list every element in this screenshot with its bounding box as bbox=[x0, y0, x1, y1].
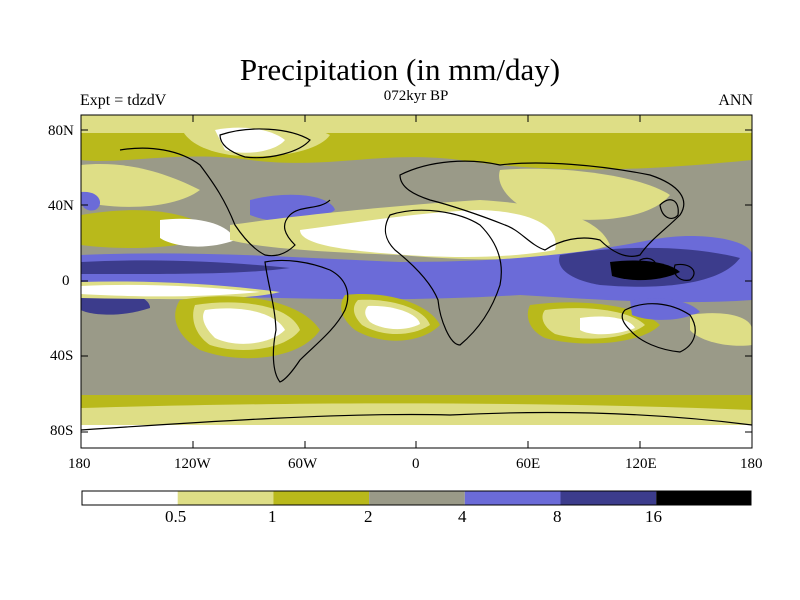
field-itcz-wetter-pacific bbox=[81, 260, 290, 275]
coastlines bbox=[80, 128, 753, 431]
lat-label-40n: 40N bbox=[48, 198, 74, 214]
coast-africa bbox=[384, 209, 502, 346]
coast-eurasia bbox=[399, 160, 685, 257]
colorbar-swatch-2 bbox=[273, 491, 370, 505]
lon-label-120e: 120E bbox=[625, 456, 657, 472]
field-satl-dry bbox=[365, 305, 420, 330]
field-sepac-dry bbox=[203, 308, 285, 344]
map-title: Precipitation (in mm/day) bbox=[239, 52, 561, 87]
experiment-label: Expt = tdzdV bbox=[80, 92, 167, 109]
coast-north-america bbox=[119, 147, 331, 257]
colorbar-swatch-6 bbox=[656, 491, 751, 505]
coast-australia bbox=[621, 303, 696, 353]
coast-new-guinea bbox=[673, 263, 695, 281]
colorbar-swatch-1 bbox=[177, 491, 274, 505]
colorbar-label-5: 16 bbox=[645, 507, 662, 526]
coast-greenland bbox=[219, 128, 311, 159]
colorbar-swatch-4 bbox=[464, 491, 561, 505]
colorbar-label-2: 2 bbox=[364, 507, 373, 526]
colorbar-label-0: 0.5 bbox=[165, 507, 187, 526]
lon-label-180w: 180 bbox=[68, 456, 91, 472]
colorbar-swatch-3 bbox=[369, 491, 465, 505]
coast-antarctica bbox=[80, 411, 753, 431]
field-sio-dry bbox=[580, 316, 635, 335]
lon-label-120w: 120W bbox=[174, 456, 211, 472]
lat-ticks bbox=[81, 129, 752, 433]
coast-japan bbox=[659, 199, 679, 219]
field-npac-low bbox=[81, 164, 200, 207]
field-antarctic-dry bbox=[81, 425, 752, 448]
lat-label-equator: 0 bbox=[62, 273, 70, 289]
field-npac-dry bbox=[160, 218, 235, 247]
colorbar-label-4: 8 bbox=[553, 507, 562, 526]
colorbar-label-3: 4 bbox=[458, 507, 467, 526]
field-equatorial-dry bbox=[81, 284, 260, 297]
lat-label-80s: 80S bbox=[50, 423, 74, 439]
lon-label-180e: 180 bbox=[740, 456, 763, 472]
colorbar-frame bbox=[81, 490, 752, 506]
lat-label-80n: 80N bbox=[48, 123, 74, 139]
season-label: ANN bbox=[718, 92, 753, 109]
field-greenland-dry bbox=[215, 127, 285, 153]
field-npac-wet bbox=[81, 191, 101, 211]
lat-label-40s: 40S bbox=[50, 348, 74, 364]
field-sahara-dry bbox=[300, 210, 556, 257]
coast-south-america bbox=[264, 259, 349, 383]
lon-label-60w: 60W bbox=[288, 456, 318, 472]
colorbar bbox=[81, 490, 752, 506]
lon-ticks bbox=[192, 115, 641, 448]
colorbar-swatch-0 bbox=[82, 491, 178, 505]
colorbar-label-1: 1 bbox=[268, 507, 277, 526]
colorbar-swatch-5 bbox=[560, 491, 657, 505]
field-asia-low bbox=[499, 168, 670, 220]
lon-label-60e: 60E bbox=[516, 456, 541, 472]
coast-borneo bbox=[639, 257, 657, 274]
precip-field bbox=[81, 115, 752, 448]
time-label: 072kyr BP bbox=[383, 88, 449, 104]
lon-label-0: 0 bbox=[412, 456, 420, 472]
field-spac-low bbox=[690, 313, 752, 346]
